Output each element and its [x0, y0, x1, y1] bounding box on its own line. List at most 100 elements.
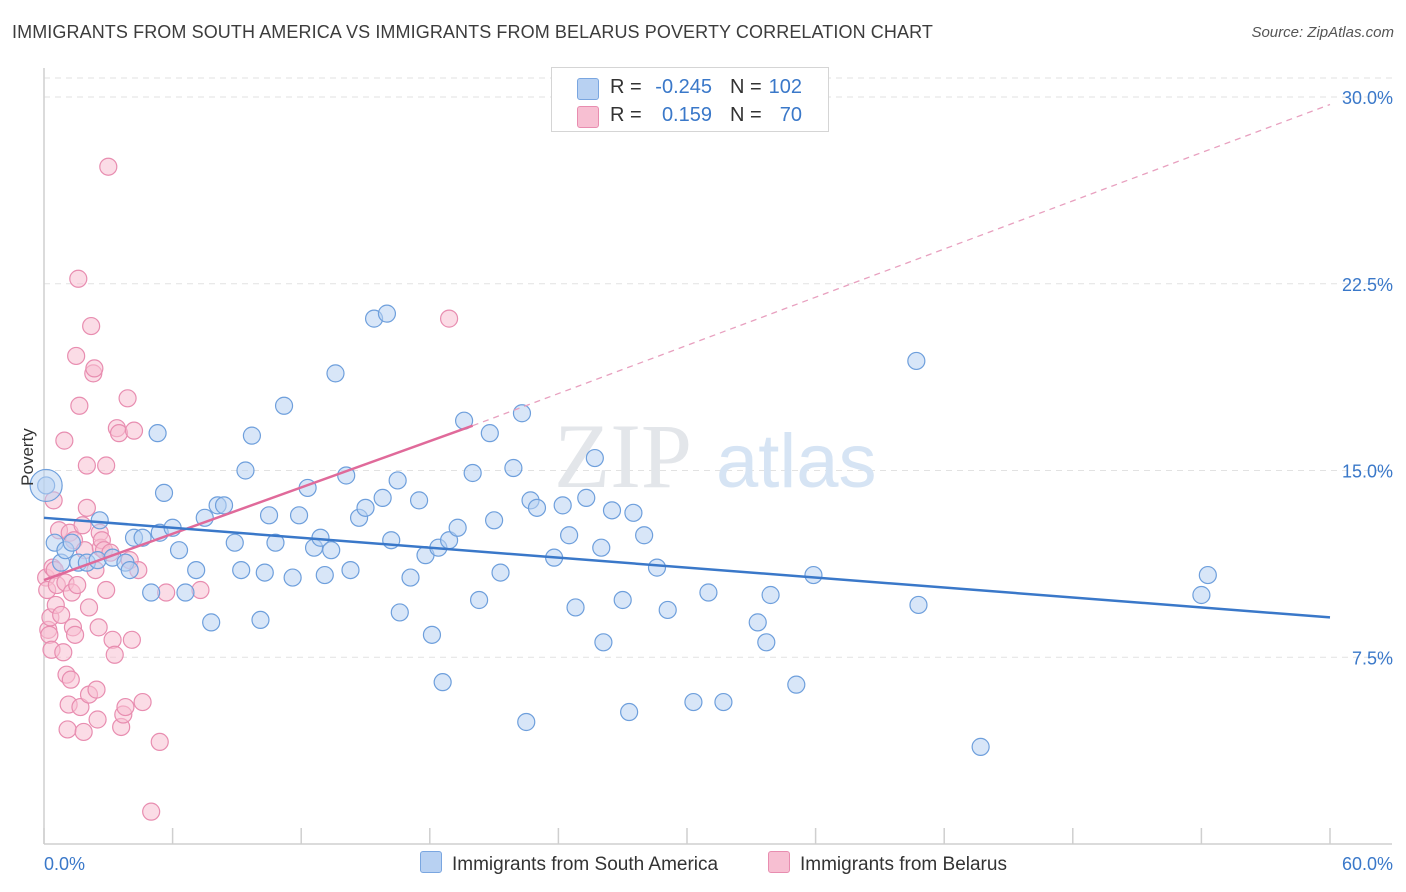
data-point-belarus	[88, 710, 107, 729]
data-point-south-america	[594, 633, 613, 652]
data-point-south-america	[1192, 585, 1211, 605]
data-point-south-america	[326, 364, 345, 383]
data-point-south-america	[148, 424, 167, 443]
data-point-belarus	[70, 396, 89, 415]
data-point-belarus	[116, 697, 135, 717]
data-point-south-america	[647, 558, 667, 577]
data-point-south-america	[90, 511, 109, 530]
data-point-belarus	[87, 680, 106, 699]
data-point-south-america	[169, 541, 189, 560]
watermark-zip: ZIP	[554, 405, 692, 507]
data-point-south-america	[154, 483, 174, 503]
data-point-belarus	[150, 732, 169, 752]
legend-row-belarus: R = 0.159 N = 70	[552, 102, 828, 130]
data-point-belarus	[105, 645, 124, 664]
y-tick-label: 7.5%	[1352, 648, 1393, 668]
data-point-south-america	[255, 563, 274, 582]
data-point-south-america	[236, 461, 255, 480]
legend-r-value: 0.159	[661, 104, 712, 126]
data-point-south-america	[62, 533, 81, 552]
data-point-south-america	[422, 625, 442, 644]
data-point-south-america	[274, 396, 294, 415]
data-point-south-america	[373, 488, 392, 507]
data-point-belarus	[58, 720, 77, 739]
trend-line-belarus-projection	[472, 103, 1331, 427]
series-south-america-points	[29, 304, 1217, 756]
data-point-south-america	[757, 633, 776, 652]
legend-swatch-pink	[577, 106, 599, 128]
data-point-south-america	[613, 590, 632, 610]
legend-r-label: R =	[610, 104, 642, 126]
bottom-legend-label-pink: Immigrants from Belarus	[800, 854, 1007, 875]
legend-n-value: 70	[779, 104, 802, 126]
legend-n-value: 102	[768, 76, 802, 98]
data-point-belarus	[103, 630, 122, 649]
data-point-belarus	[71, 697, 90, 717]
data-point-south-america	[971, 737, 990, 756]
data-point-south-america	[485, 511, 504, 530]
data-point-south-america	[315, 565, 334, 585]
correlation-legend: R = -0.245 N = 102 R = 0.159 N = 70	[551, 67, 829, 132]
data-point-belarus	[79, 598, 99, 617]
data-point-south-america	[787, 675, 806, 694]
data-point-belarus	[69, 269, 88, 288]
legend-row-south-america: R = -0.245 N = 102	[552, 74, 828, 102]
trend-lines	[43, 103, 1331, 619]
data-point-belarus	[124, 421, 144, 440]
data-point-south-america	[527, 498, 547, 517]
data-point-south-america	[761, 585, 780, 605]
series-belarus-points	[37, 157, 459, 821]
legend-n-label: N =	[730, 76, 762, 98]
data-point-south-america	[433, 673, 452, 692]
data-point-south-america	[120, 560, 139, 580]
data-point-south-america	[29, 468, 63, 503]
data-point-belarus	[118, 389, 137, 408]
data-point-south-america	[585, 448, 604, 468]
watermark-atlas: atlas	[716, 419, 877, 504]
data-point-south-america	[266, 533, 285, 552]
trend-line-south-america	[43, 516, 1331, 619]
data-point-south-america	[491, 563, 510, 582]
data-point-belarus	[142, 802, 161, 821]
bottom-legend-south-america: Immigrants from South America	[420, 851, 718, 876]
data-point-south-america	[232, 560, 251, 580]
data-point-south-america	[142, 583, 161, 602]
data-point-belarus	[65, 625, 85, 644]
data-point-south-america	[658, 600, 677, 620]
data-point-belarus	[85, 359, 104, 378]
data-point-south-america	[469, 590, 489, 610]
data-point-south-america	[283, 568, 302, 587]
data-point-belarus	[67, 346, 86, 366]
data-point-south-america	[187, 560, 206, 580]
data-point-belarus	[55, 431, 74, 450]
data-point-belarus	[61, 670, 80, 689]
data-point-belarus	[97, 580, 116, 600]
data-point-south-america	[624, 503, 643, 522]
data-point-south-america	[684, 692, 703, 712]
data-point-south-america	[388, 471, 407, 490]
data-point-belarus	[122, 630, 141, 649]
data-point-south-america	[577, 488, 596, 507]
data-point-south-america	[463, 463, 482, 483]
y-tick-label: 22.5%	[1342, 275, 1393, 295]
data-point-south-america	[909, 595, 928, 615]
x-tick-label: 0.0%	[44, 854, 85, 874]
data-point-belarus	[133, 692, 152, 712]
data-point-belarus	[52, 605, 71, 625]
watermark: ZIP atlas	[554, 405, 877, 507]
data-point-belarus	[89, 618, 108, 637]
bottom-legend-belarus: Immigrants from Belarus	[768, 851, 1007, 876]
data-point-belarus	[82, 316, 101, 336]
data-point-belarus	[99, 157, 118, 176]
data-point-south-america	[907, 351, 926, 371]
y-axis-title: Poverty	[18, 428, 37, 486]
data-point-south-america	[390, 603, 409, 622]
data-point-belarus	[439, 309, 459, 328]
data-point-belarus	[191, 580, 210, 600]
legend-n-label: N =	[730, 104, 762, 126]
data-point-south-america	[242, 426, 262, 445]
source-label: Source: ZipAtlas.com	[1251, 24, 1394, 41]
data-point-south-america	[512, 404, 532, 423]
legend-r-value: -0.245	[655, 76, 712, 98]
